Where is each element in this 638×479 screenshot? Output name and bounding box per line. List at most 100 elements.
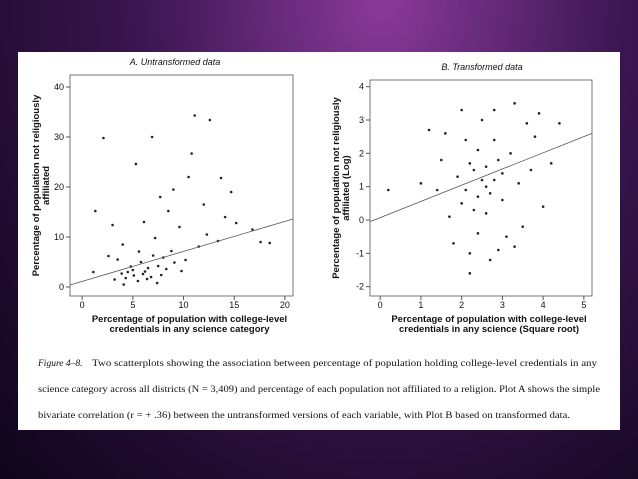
plot-frame: [369, 79, 593, 297]
data-point: [139, 260, 143, 264]
data-point: [456, 175, 459, 178]
y-tick-label: -2: [356, 282, 364, 292]
data-point: [205, 233, 209, 236]
data-point: [549, 162, 553, 165]
data-point: [501, 172, 504, 175]
data-point: [419, 182, 423, 185]
data-point: [513, 245, 516, 248]
data-point: [497, 248, 500, 252]
data-point: [159, 273, 163, 277]
data-point: [480, 178, 484, 182]
data-point: [134, 162, 138, 166]
data-point: [151, 254, 155, 257]
data-point: [132, 274, 136, 277]
data-point: [145, 277, 149, 281]
y-tick-label: 10: [54, 232, 64, 242]
plot-frame: [69, 74, 294, 297]
x-tick-label: 3: [500, 300, 505, 310]
data-point: [142, 220, 146, 224]
data-point: [460, 108, 463, 112]
y-tick-label: 3: [359, 115, 364, 125]
x-axis-label: Percentage of population with college-le…: [92, 314, 287, 325]
data-point: [143, 270, 147, 273]
data-point: [484, 165, 488, 168]
data-point: [251, 228, 254, 231]
caption-line: bivariate correlation (r = + .36) betwee…: [38, 410, 570, 421]
y-tick-label: 2: [359, 148, 364, 158]
x-axis-label: credentials in any science category: [110, 324, 271, 335]
y-axis-label: Percentage of population not religiously: [31, 94, 42, 276]
data-point: [501, 198, 504, 202]
data-point: [541, 205, 545, 208]
data-point: [525, 122, 529, 125]
x-tick-label: 5: [130, 300, 135, 310]
data-point: [124, 276, 128, 280]
data-point: [448, 215, 451, 218]
data-point: [193, 114, 196, 117]
data-point: [187, 175, 190, 179]
y-tick-label: 0: [359, 215, 364, 225]
x-tick-label: 2: [459, 300, 464, 310]
y-tick-label: -1: [356, 248, 364, 258]
y-axis-label: Percentage of population not religiously: [331, 97, 342, 279]
data-point: [387, 188, 390, 192]
data-point: [137, 250, 141, 253]
x-tick-label: 0: [80, 300, 85, 310]
y-tick-label: 0: [59, 282, 64, 292]
data-point: [121, 243, 125, 246]
y-tick-label: 20: [54, 182, 64, 192]
data-point: [505, 235, 508, 238]
caption-label: Figure 4–8.: [37, 359, 83, 369]
figure-panel: [18, 52, 620, 430]
data-point: [94, 209, 97, 213]
data-point: [190, 152, 193, 155]
data-point: [149, 275, 153, 279]
data-point: [513, 102, 516, 105]
data-point: [259, 240, 262, 244]
data-point: [488, 192, 492, 195]
data-point: [202, 203, 206, 206]
x-tick-label: 0: [378, 300, 383, 310]
data-point: [120, 272, 123, 275]
data-point: [464, 138, 468, 142]
trend-line: [369, 132, 593, 223]
x-tick-label: 10: [179, 300, 189, 310]
data-point: [126, 270, 130, 274]
data-point: [472, 168, 476, 172]
data-point: [116, 258, 119, 261]
data-point: [223, 215, 227, 219]
data-point: [468, 272, 472, 275]
data-point: [111, 223, 114, 227]
y-tick-label: 4: [359, 82, 364, 92]
data-point: [488, 258, 492, 262]
x-tick-label: 15: [229, 300, 239, 310]
data-point: [184, 258, 187, 262]
data-point: [158, 195, 162, 199]
data-point: [452, 242, 455, 245]
data-point: [208, 118, 212, 122]
x-tick-label: 1: [418, 300, 423, 310]
data-point: [92, 270, 95, 274]
data-point: [178, 225, 181, 229]
caption-line: science category across all districts (N…: [38, 384, 600, 395]
x-tick-label: 5: [581, 300, 586, 310]
data-point: [150, 135, 154, 139]
data-point: [219, 176, 223, 180]
data-point: [476, 232, 480, 235]
data-point: [180, 269, 183, 273]
data-point: [136, 279, 140, 283]
data-point: [435, 188, 439, 192]
data-point: [533, 135, 537, 138]
data-point: [102, 136, 105, 140]
y-axis-label: affiliated: [41, 166, 52, 205]
data-point: [146, 266, 150, 270]
data-point: [153, 236, 157, 240]
data-point: [468, 162, 472, 165]
trend-line: [69, 218, 294, 286]
data-point: [472, 208, 476, 212]
data-point: [131, 268, 135, 272]
data-point: [173, 261, 176, 264]
data-point: [427, 128, 431, 132]
